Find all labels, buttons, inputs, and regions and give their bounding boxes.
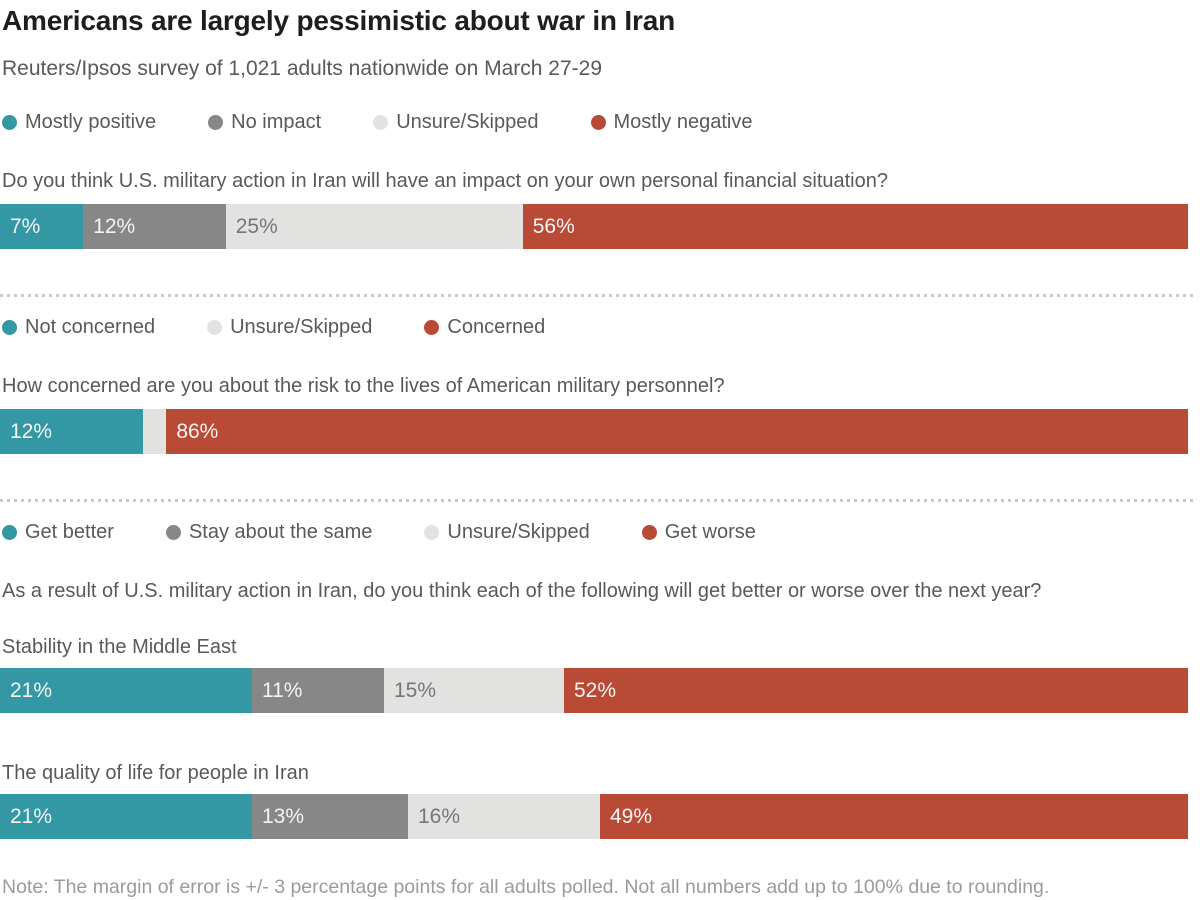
bar-segment-value: 52% [574,678,617,702]
legend-label: Mostly negative [613,111,753,133]
bar-segment-value: 15% [394,678,437,702]
legend-item: Unsure/Skipped [373,111,539,134]
legend-item: Get better [2,521,114,544]
question-text: As a result of U.S. military action in I… [2,580,1042,602]
page-title: Americans are largely pessimistic about … [2,5,675,36]
bar-segment: 12% [0,409,143,454]
legend-dot-icon [208,115,224,130]
legend-label: No impact [231,111,322,133]
legend-item: No impact [208,111,321,134]
legend-item: Get worse [641,521,756,544]
bar-segment-value: 49% [610,804,653,828]
bar-segment: 25% [225,204,523,249]
bar-segment-value: 86% [176,419,219,443]
bar-segment-value: 11% [262,678,303,702]
stacked-bar: 21% 11% 15% 52% [0,668,1188,713]
bar-segment: 11% [252,668,384,713]
legend-dot-icon [424,525,440,540]
bar-segment [142,409,167,454]
legend-dot-icon [165,525,181,540]
bar-segment: 56% [522,204,1188,249]
bar-segment-value: 21% [10,678,53,702]
legend-dot-icon [373,115,389,130]
question-text: Do you think U.S. military action in Ira… [2,170,888,192]
legend-row: Not concerned Unsure/Skipped Concerned [2,316,1200,339]
bar-segment: 86% [166,409,1189,454]
legend-dot-icon [641,525,657,540]
legend-dot-icon [590,115,606,130]
stacked-bar: 7% 12% 25% 56% [0,204,1188,249]
bar-segment-value: 16% [418,804,461,828]
survey-chart-figure: Americans are largely pessimistic about … [0,4,1200,900]
legend-row: Mostly positive No impact Unsure/Skipped Mo… [2,111,1200,134]
bar-segment: 12% [83,204,226,249]
chart-sections: Mostly positive No impact Unsure/Skipped Mo… [0,111,1200,839]
legend-item: Unsure/Skipped [207,316,372,339]
bar-segment-value: 56% [532,214,575,238]
legend-label: Stay about the same [188,521,373,543]
legend-dot-icon [2,525,17,540]
bar-segment: 49% [600,794,1188,839]
bar-segment: 15% [384,668,564,713]
question-text: How concerned are you about the risk to … [2,375,725,397]
bar-segment-value: 7% [10,214,41,238]
bar-category-label: Stability in the Middle East [2,636,237,658]
bar-segment-value: 25% [235,214,278,238]
bar-segment: 21% [0,668,252,713]
chart-subtitle: Reuters/Ipsos survey of 1,021 adults nat… [2,57,603,80]
legend-item: Mostly positive [2,111,156,134]
legend-label: Get better [25,521,114,543]
bar-segment-value: 21% [10,804,53,828]
stacked-bar: 21% 13% 16% 49% [0,794,1188,839]
legend-label: Not concerned [25,316,156,338]
legend-item: Stay about the same [165,521,373,544]
legend-label: Get worse [664,521,756,543]
legend-item: Unsure/Skipped [424,521,590,544]
bar-category-label: The quality of life for people in Iran [2,762,309,784]
legend-label: Concerned [447,316,546,338]
stacked-bar: 12% 86% [0,409,1189,454]
legend-dot-icon [2,115,17,130]
legend-item: Concerned [424,316,545,339]
footnote: Note: The margin of error is +/- 3 perce… [2,876,1050,898]
section-divider [0,294,1193,297]
bar-segment: 16% [408,794,600,839]
legend-dot-icon [2,320,17,335]
legend-label: Unsure/Skipped [396,111,539,133]
bar-segment: 13% [252,794,408,839]
bar-segment-value: 13% [262,804,305,828]
legend-row: Get better Stay about the same Unsure/Skip… [2,521,1200,544]
legend-label: Mostly positive [25,111,157,133]
bar-segment: 7% [0,204,84,249]
bar-segment: 52% [564,668,1188,713]
legend-item: Mostly negative [590,111,753,134]
legend-label: Unsure/Skipped [447,521,590,543]
bar-segment-value: 12% [10,419,53,443]
legend-item: Not concerned [2,316,155,339]
bar-segment-value: 12% [93,214,136,238]
bar-segment: 21% [0,794,252,839]
legend-dot-icon [424,320,440,335]
legend-label: Unsure/Skipped [230,316,373,338]
section-divider [0,499,1193,502]
legend-dot-icon [207,320,223,335]
